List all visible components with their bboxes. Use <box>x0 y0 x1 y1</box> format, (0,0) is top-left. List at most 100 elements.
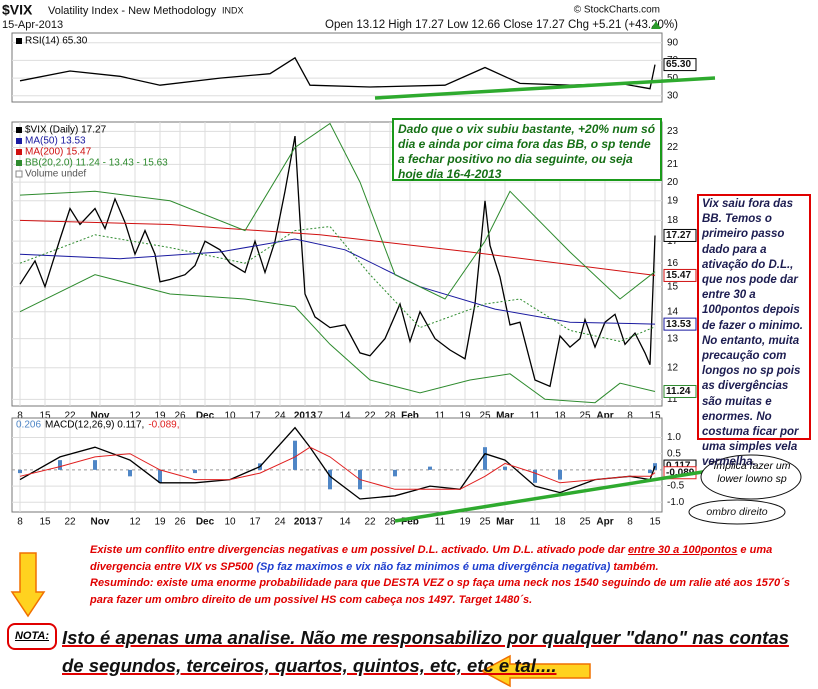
text: e uma divergencia entre VIX vs SP500 <box>90 544 773 573</box>
x-tick-label: 15 <box>39 517 51 528</box>
x-tick-label: 2013 <box>294 411 317 422</box>
series-line <box>19 274 656 404</box>
bubble-text-holder: Implica fazer um lower lowno sp <box>713 460 791 485</box>
left-arrow <box>480 654 591 688</box>
y-tick-label: 30 <box>667 90 679 101</box>
histogram-bar <box>483 447 487 470</box>
legend-entry: MA(50) 13.53 <box>25 136 86 147</box>
histogram-bar <box>18 469 22 474</box>
y-tick-label: 12 <box>667 362 679 373</box>
series-line <box>19 122 656 300</box>
x-tick-label: 19 <box>154 411 166 422</box>
nota-label: NOTA: <box>7 623 57 650</box>
series-line <box>19 219 656 276</box>
x-tick-label: 15 <box>39 411 51 422</box>
x-tick-label: 25 <box>479 517 491 528</box>
copyright: © StockCharts.com <box>574 5 660 16</box>
x-tick-label: 7 <box>317 411 323 422</box>
x-tick-label: 22 <box>364 411 376 422</box>
x-tick-label: 11 <box>435 517 446 528</box>
legend-swatch <box>16 149 22 155</box>
symbol: $VIX <box>2 2 33 18</box>
end-label: 11.24 <box>666 386 691 397</box>
x-tick-label: 10 <box>224 517 236 528</box>
x-tick-label: 11 <box>435 411 446 422</box>
legend-swatch <box>16 138 22 144</box>
x-tick-label: Apr <box>596 411 613 422</box>
text: também. <box>610 560 659 573</box>
end-label: 13.53 <box>666 319 691 330</box>
x-tick-label: 10 <box>224 411 236 422</box>
x-tick-label: 19 <box>459 517 471 528</box>
histogram-bar <box>328 469 332 490</box>
histogram-bar <box>93 460 97 470</box>
x-tick-label: 12 <box>129 517 141 528</box>
y-tick-label: 0.5 <box>667 448 681 459</box>
legend-entry: MA(200) 15.47 <box>25 147 92 158</box>
y-tick-label: 22 <box>667 142 679 153</box>
end-label-box <box>663 384 697 398</box>
legend-entry: RSI(14) 65.30 <box>25 36 88 47</box>
y-tick-label: 50 <box>667 73 679 84</box>
panel-frame <box>11 417 663 513</box>
series-line <box>19 225 656 342</box>
x-tick-label: 17 <box>249 411 261 422</box>
y-tick-label: 15 <box>667 281 679 292</box>
histogram-bar <box>293 440 297 470</box>
end-label-box <box>663 268 697 282</box>
x-tick-label: Nov <box>91 411 110 422</box>
series-line <box>19 446 656 490</box>
x-tick-label: 15 <box>649 517 661 528</box>
x-tick-label: 17 <box>249 517 261 528</box>
histogram-bar <box>428 466 432 470</box>
x-tick-label: 24 <box>274 411 286 422</box>
x-tick-label: 14 <box>339 411 351 422</box>
x-tick-label: Apr <box>596 517 613 528</box>
x-tick-label: 19 <box>154 517 166 528</box>
y-tick-label: 16 <box>667 258 679 269</box>
bubble-text: Implica fazer um lower lowno sp <box>713 460 791 485</box>
x-tick-label: 12 <box>129 411 141 422</box>
y-tick-label: 21 <box>667 159 679 170</box>
end-label-box <box>663 58 697 72</box>
legend-entry: 0.206 <box>16 420 41 431</box>
y-tick-label: 90 <box>667 37 679 48</box>
x-tick-label: 18 <box>554 517 566 528</box>
x-tick-label: Dec <box>196 517 215 528</box>
x-tick-label: 22 <box>64 517 76 528</box>
macd-trendline <box>394 468 716 523</box>
end-label-box <box>663 228 697 242</box>
histogram-bar <box>503 466 507 470</box>
bubble-text: ombro direito <box>706 506 767 518</box>
bubble <box>688 499 786 525</box>
up-arrow-icon <box>651 21 661 29</box>
x-tick-label: 8 <box>627 411 633 422</box>
series-line <box>19 238 656 325</box>
text: Resumindo: existe uma enorme probabilida… <box>90 577 790 606</box>
x-tick-label: 11 <box>530 517 541 528</box>
x-tick-label: 8 <box>17 411 23 422</box>
analysis-paragraph: Existe um conflito entre divergencias ne… <box>90 542 808 608</box>
x-tick-label: 26 <box>174 411 186 422</box>
y-tick-label: 13 <box>667 333 679 344</box>
bubble <box>700 454 802 500</box>
series-line <box>19 135 656 388</box>
x-tick-label: 2013 <box>294 517 317 528</box>
date: 15-Apr-2013 <box>2 19 63 31</box>
nota-text: Isto é apenas uma analise. Não me respon… <box>62 627 789 676</box>
x-tick-label: 14 <box>339 517 351 528</box>
histogram-bar <box>58 460 62 470</box>
end-label: 65.30 <box>666 59 691 70</box>
x-tick-label: 7 <box>317 517 323 528</box>
legend-entry: $VIX (Daily) 17.27 <box>25 125 107 136</box>
histogram-bar <box>533 469 537 483</box>
x-tick-label: Mar <box>496 411 514 422</box>
y-tick-label: 1.0 <box>667 432 681 443</box>
x-tick-label: 25 <box>479 411 491 422</box>
x-tick-label: Nov <box>91 517 110 528</box>
x-tick-label: 19 <box>459 411 471 422</box>
rsi-trendline <box>374 76 716 100</box>
x-tick-label: 22 <box>364 517 376 528</box>
